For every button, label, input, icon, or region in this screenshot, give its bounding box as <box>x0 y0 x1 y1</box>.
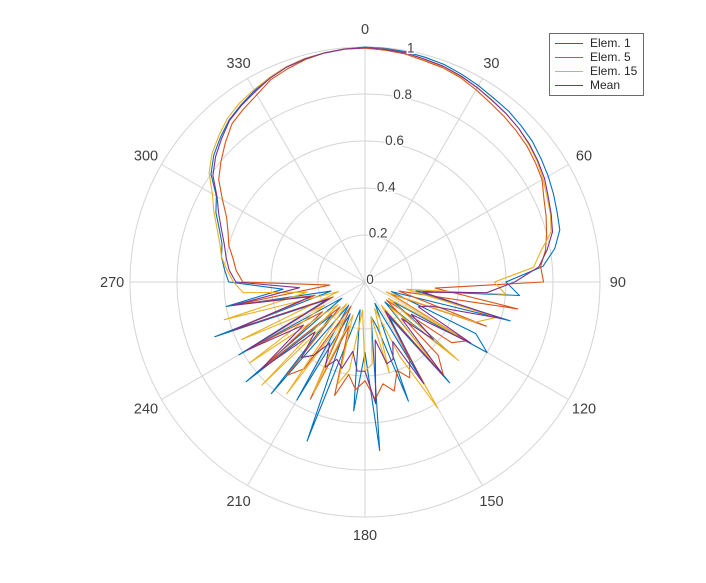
series-line-elem-1 <box>210 46 561 452</box>
legend-line-sample <box>555 57 583 58</box>
angle-tick-label: 330 <box>226 56 250 72</box>
r-tick-label: 0.4 <box>377 179 396 194</box>
legend-label: Elem. 15 <box>590 64 638 78</box>
legend-line-sample <box>555 43 583 44</box>
r-tick-label: 0.8 <box>393 87 412 102</box>
angle-tick-label: 120 <box>572 401 596 417</box>
polar-grid-ray <box>364 78 483 283</box>
r-tick-label: 0 <box>366 272 374 287</box>
angle-tick-label: 210 <box>226 494 250 510</box>
legend-label: Elem. 1 <box>590 36 631 50</box>
angle-tick-label: 300 <box>134 149 158 165</box>
legend: Elem. 1 Elem. 5 Elem. 15 Mean <box>549 33 644 96</box>
legend-item-elem-15: Elem. 15 <box>555 65 639 78</box>
legend-item-mean: Mean <box>555 79 639 92</box>
angle-tick-label: 240 <box>134 401 158 417</box>
r-tick-label: 1 <box>407 41 415 56</box>
series-line-elem-5 <box>218 47 548 400</box>
angle-tick-label: 0 <box>361 22 369 38</box>
legend-line-sample <box>555 71 583 72</box>
angle-tick-label: 270 <box>100 275 124 291</box>
polar-grid-ray <box>247 78 366 283</box>
series-line-mean <box>212 46 554 405</box>
polar-grid-ray <box>364 164 569 283</box>
legend-item-elem-1: Elem. 1 <box>555 37 639 50</box>
angle-tick-label: 60 <box>576 149 592 165</box>
polar-grid-ray <box>161 164 366 283</box>
r-tick-label: 0.6 <box>385 133 404 148</box>
legend-label: Mean <box>590 78 621 92</box>
angle-tick-label: 30 <box>483 56 499 72</box>
legend-label: Elem. 5 <box>590 50 631 64</box>
angle-tick-label: 90 <box>610 275 626 291</box>
angle-tick-label: 150 <box>479 494 503 510</box>
r-tick-label: 0.2 <box>369 226 388 241</box>
legend-line-sample <box>555 85 583 86</box>
legend-item-elem-5: Elem. 5 <box>555 51 639 64</box>
angle-tick-label: 180 <box>353 528 377 544</box>
